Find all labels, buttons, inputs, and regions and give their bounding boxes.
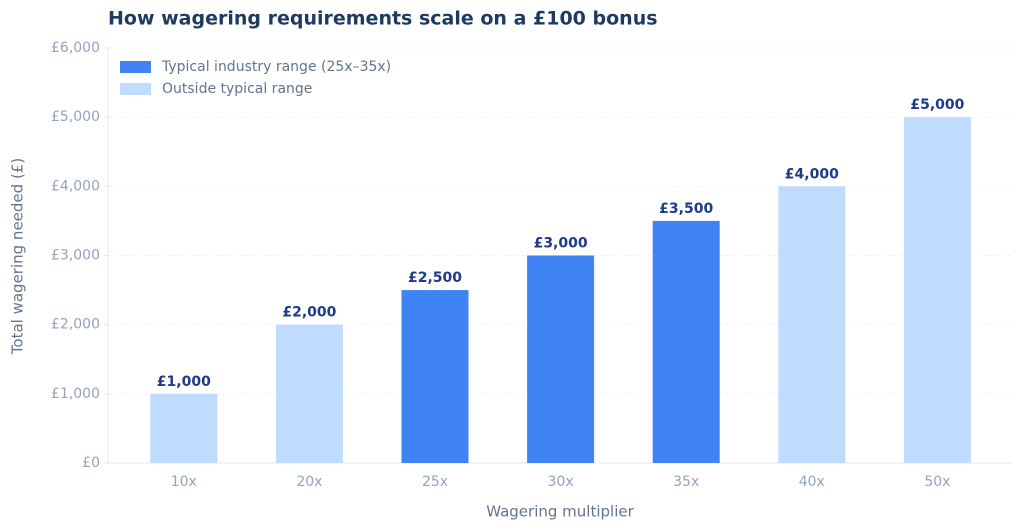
x-tick-label: 10x — [171, 474, 197, 490]
value-label: £3,500 — [659, 201, 713, 217]
y-tick-label: £4,000 — [51, 178, 100, 194]
bar — [778, 186, 846, 464]
bar — [903, 117, 971, 464]
x-tick-label: 40x — [799, 474, 825, 490]
x-tick-label: 30x — [548, 474, 574, 490]
legend-label: Typical industry range (25x–35x) — [161, 59, 391, 75]
y-tick-label: £3,000 — [51, 248, 100, 264]
x-axis-title: Wagering multiplier — [486, 503, 634, 521]
bar — [401, 290, 469, 463]
bar — [652, 220, 720, 463]
x-tick-label: 35x — [673, 474, 699, 490]
x-tick-label: 50x — [924, 474, 950, 490]
bar — [527, 255, 595, 463]
bar — [150, 393, 218, 463]
chart-title: How wagering requirements scale on a £10… — [108, 8, 658, 30]
legend-swatch — [120, 61, 151, 73]
x-tick-label: 25x — [422, 474, 448, 490]
y-tick-label: £2,000 — [51, 317, 100, 333]
y-tick-label: £6,000 — [51, 40, 100, 56]
legend-label: Outside typical range — [162, 81, 312, 97]
y-tick-label: £1,000 — [51, 386, 100, 402]
value-label: £1,000 — [157, 374, 211, 390]
y-tick-label: £5,000 — [51, 109, 100, 125]
value-label: £3,000 — [534, 236, 588, 252]
value-label: £4,000 — [785, 166, 839, 182]
value-label: £5,000 — [910, 97, 964, 113]
x-tick-label: 20x — [296, 474, 322, 490]
value-label: £2,000 — [282, 305, 336, 321]
bar — [275, 324, 343, 463]
value-label: £2,500 — [408, 270, 462, 286]
y-tick-label: £0 — [82, 455, 100, 471]
legend-swatch — [120, 83, 151, 95]
y-axis-title: Total wagering needed (£) — [9, 158, 27, 355]
